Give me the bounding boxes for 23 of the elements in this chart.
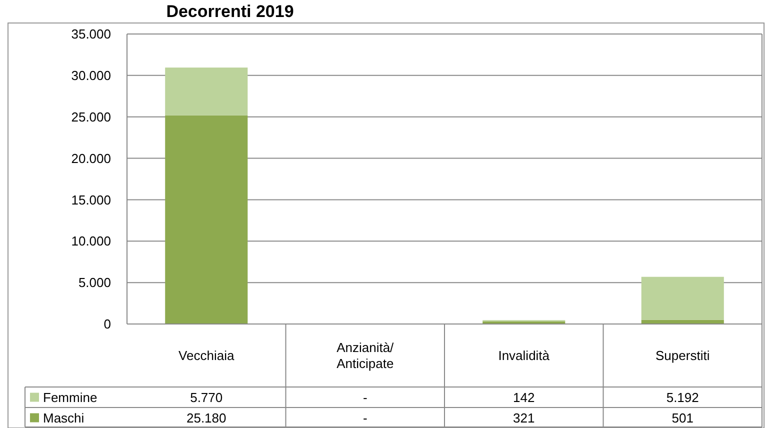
data-label: 321 bbox=[513, 410, 535, 426]
y-tick-label: 10.000 bbox=[71, 234, 111, 249]
data-label: 501 bbox=[672, 410, 694, 426]
data-label: 25.180 bbox=[186, 410, 226, 426]
data-label: 5.770 bbox=[190, 390, 223, 405]
y-tick-label: 0 bbox=[104, 316, 111, 332]
data-label: 5.192 bbox=[666, 390, 699, 405]
text: - bbox=[362, 410, 368, 426]
legend-label: Maschi bbox=[43, 410, 84, 426]
chart-title: Decorrenti 2019 bbox=[166, 2, 294, 21]
y-tick-label: 30.000 bbox=[71, 68, 111, 83]
x-tick-label: Anzianità/ Anticipate bbox=[336, 340, 394, 372]
y-tick-label: 5.000 bbox=[78, 275, 111, 290]
x-tick-label: Superstiti bbox=[656, 348, 710, 364]
text: - bbox=[362, 390, 368, 405]
y-tick-label: 15.000 bbox=[71, 192, 111, 208]
x-tick-label: Invalidità bbox=[498, 348, 550, 364]
legend-label: Femmine bbox=[43, 390, 98, 405]
y-tick-label: 35.000 bbox=[71, 26, 111, 42]
y-tick-label: 20.000 bbox=[71, 150, 111, 166]
data-label: 142 bbox=[513, 390, 535, 405]
x-tick-label: Vecchiaia bbox=[178, 348, 235, 364]
y-tick-label: 25.000 bbox=[71, 109, 111, 124]
